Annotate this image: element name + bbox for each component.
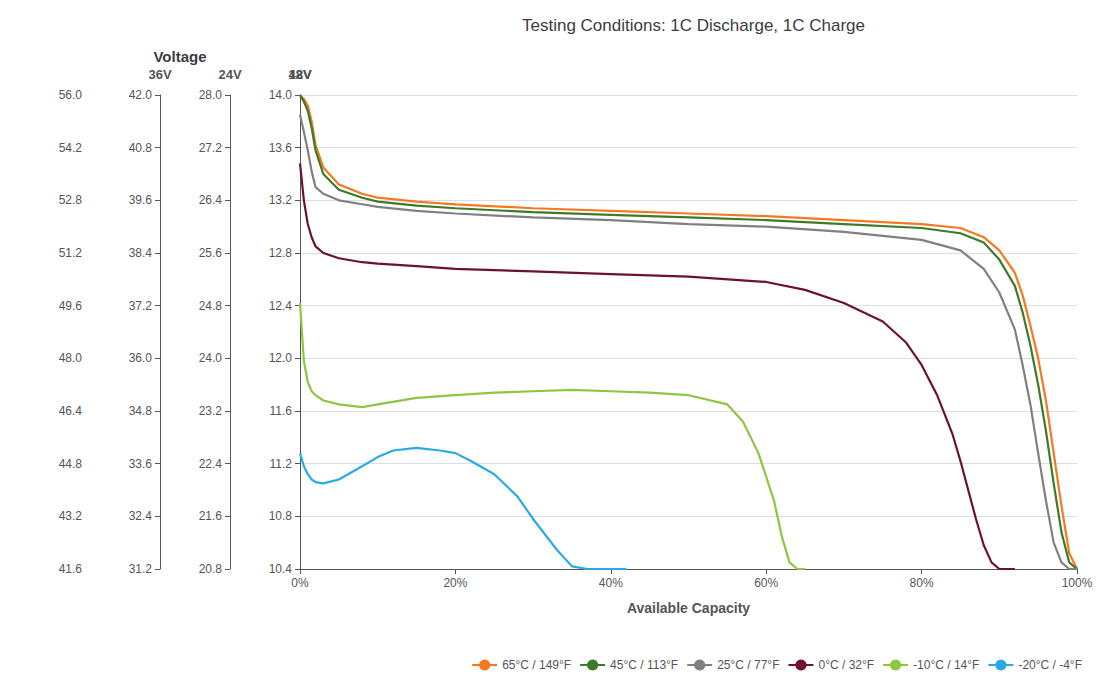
svg-text:40.8: 40.8 xyxy=(129,141,153,155)
svg-text:32.4: 32.4 xyxy=(129,509,153,523)
svg-text:36.0: 36.0 xyxy=(129,351,153,365)
svg-text:-20°C / -4°F: -20°C / -4°F xyxy=(1018,658,1082,672)
svg-text:Testing Conditions: 1C Dischar: Testing Conditions: 1C Discharge, 1C Cha… xyxy=(522,16,865,35)
svg-text:25°C / 77°F: 25°C / 77°F xyxy=(717,658,779,672)
svg-text:51.2: 51.2 xyxy=(59,246,83,260)
svg-text:21.6: 21.6 xyxy=(199,509,223,523)
svg-text:13.2: 13.2 xyxy=(269,193,293,207)
svg-text:38.4: 38.4 xyxy=(129,246,153,260)
svg-text:39.6: 39.6 xyxy=(129,193,153,207)
svg-text:22.4: 22.4 xyxy=(199,457,223,471)
svg-text:100%: 100% xyxy=(1062,576,1093,590)
svg-text:0%: 0% xyxy=(291,576,309,590)
svg-text:80%: 80% xyxy=(910,576,934,590)
svg-text:23.2: 23.2 xyxy=(199,404,223,418)
svg-text:Voltage: Voltage xyxy=(153,48,206,65)
svg-text:24V: 24V xyxy=(218,67,241,82)
svg-text:41.6: 41.6 xyxy=(59,562,83,576)
svg-text:54.2: 54.2 xyxy=(59,141,83,155)
svg-text:20%: 20% xyxy=(443,576,467,590)
svg-text:12.8: 12.8 xyxy=(269,246,293,260)
svg-text:14.0: 14.0 xyxy=(269,88,293,102)
svg-text:36V: 36V xyxy=(148,67,171,82)
svg-text:0°C / 32°F: 0°C / 32°F xyxy=(818,658,874,672)
svg-text:33.6: 33.6 xyxy=(129,457,153,471)
svg-text:49.6: 49.6 xyxy=(59,299,83,313)
svg-text:25.6: 25.6 xyxy=(199,246,223,260)
svg-text:28.0: 28.0 xyxy=(199,88,223,102)
svg-text:24.0: 24.0 xyxy=(199,351,223,365)
svg-text:12.4: 12.4 xyxy=(269,299,293,313)
svg-text:13.6: 13.6 xyxy=(269,141,293,155)
svg-text:12.0: 12.0 xyxy=(269,351,293,365)
svg-text:65°C / 149°F: 65°C / 149°F xyxy=(502,658,571,672)
svg-text:43.2: 43.2 xyxy=(59,509,83,523)
svg-text:40%: 40% xyxy=(599,576,623,590)
svg-text:20.8: 20.8 xyxy=(199,562,223,576)
svg-text:Available Capacity: Available Capacity xyxy=(627,600,750,616)
svg-text:31.2: 31.2 xyxy=(129,562,153,576)
svg-text:11.2: 11.2 xyxy=(270,457,293,471)
svg-text:48.0: 48.0 xyxy=(59,351,83,365)
svg-text:34.8: 34.8 xyxy=(129,404,153,418)
svg-text:48V: 48V xyxy=(288,67,311,82)
svg-text:56.0: 56.0 xyxy=(59,88,83,102)
svg-text:44.8: 44.8 xyxy=(59,457,83,471)
svg-text:45°C / 113°F: 45°C / 113°F xyxy=(610,658,678,672)
svg-text:26.4: 26.4 xyxy=(199,193,223,207)
svg-text:-10°C / 14°F: -10°C / 14°F xyxy=(913,658,979,672)
svg-text:10.8: 10.8 xyxy=(269,509,293,523)
svg-text:46.4: 46.4 xyxy=(59,404,83,418)
svg-text:52.8: 52.8 xyxy=(59,193,83,207)
svg-text:10.4: 10.4 xyxy=(269,562,293,576)
svg-text:12V: 12V xyxy=(288,67,311,82)
svg-text:42.0: 42.0 xyxy=(129,88,153,102)
svg-text:27.2: 27.2 xyxy=(199,141,223,155)
svg-text:37.2: 37.2 xyxy=(129,299,153,313)
svg-text:24.8: 24.8 xyxy=(199,299,223,313)
svg-text:60%: 60% xyxy=(754,576,778,590)
svg-text:11.6: 11.6 xyxy=(270,404,293,418)
